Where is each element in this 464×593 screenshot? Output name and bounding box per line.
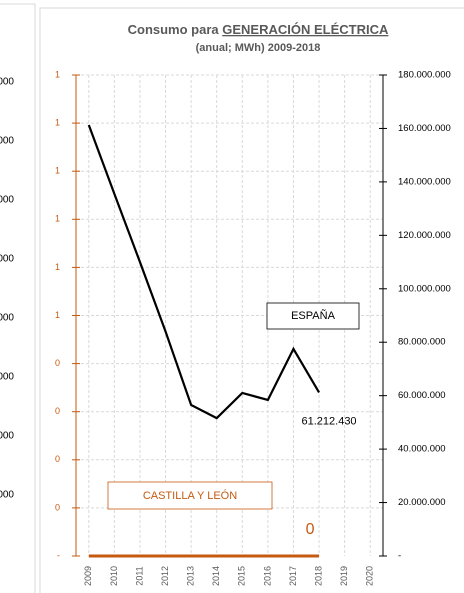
y-tick-label: 1 [55, 69, 60, 79]
x-tick-label: 2017 [288, 566, 298, 586]
y2-tick-label: 140.000.000 [398, 176, 451, 187]
y-tick-label: 1 [55, 262, 60, 272]
title-text: Consumo para [128, 22, 220, 37]
y2-tick-label: 100.000.000 [398, 283, 451, 294]
data-label: 61.212.430 [302, 415, 357, 427]
x-tick-label: 2018 [313, 566, 323, 586]
y2-tick-label: - [398, 551, 401, 562]
series-line [87, 124, 320, 420]
x-tick-label: 2020 [365, 566, 375, 586]
y-tick-label: 1 [55, 214, 60, 224]
y2-tick-label: 60.000.000 [398, 390, 446, 401]
y2-tick-label: 160.000.000 [398, 123, 451, 134]
left-panel-label: 000 [0, 313, 14, 324]
legend-box [266, 302, 360, 330]
x-tick-label: 2014 [211, 566, 221, 586]
x-tick-label: 2010 [109, 566, 119, 586]
y-tick-label: 1 [55, 117, 60, 127]
y2-tick-label: 20.000.000 [398, 497, 446, 508]
y2-tick-label: 120.000.000 [398, 230, 451, 241]
left-panel-label: 000 [0, 195, 14, 206]
x-tick-label: 2009 [83, 566, 93, 586]
x-tick-label: 2012 [160, 566, 170, 586]
left-panel-label: 000 [0, 490, 14, 501]
title-emphasis: GENERACIÓN ELÉCTRICA [222, 22, 389, 37]
y-tick-label: 1 [55, 310, 60, 320]
legend-label: CASTILLA Y LEÓN [143, 489, 237, 502]
y-tick-label: 0 [55, 358, 60, 368]
left-panel-label: 000 [0, 77, 14, 88]
y-tick-label: 0 [55, 406, 60, 416]
data-label: 0 [306, 521, 315, 538]
x-tick-label: 2013 [186, 566, 196, 586]
chart-title: Consumo para GENERACIÓN ELÉCTRICA [128, 22, 389, 37]
legend-label: ESPAÑA [291, 309, 335, 322]
x-tick-label: 2011 [134, 566, 144, 585]
y2-tick-label: 80.000.000 [398, 337, 446, 348]
y-tick-label: 0 [55, 502, 60, 512]
left-panel-label: 000 [0, 254, 14, 265]
x-tick-label: 2019 [339, 566, 349, 586]
y2-tick-label: 180.000.000 [398, 70, 451, 81]
y2-tick-label: 40.000.000 [398, 444, 446, 455]
left-panel-label: 000 [0, 431, 14, 442]
legend-box [107, 481, 273, 510]
y-tick-label: 0 [55, 454, 60, 464]
left-panel [0, 3, 36, 593]
chart-subtitle: (anual; MWh) 2009-2018 [196, 42, 321, 54]
left-panel-label: 000 [0, 136, 14, 147]
x-tick-label: 2015 [237, 566, 247, 586]
y-tick-label: - [57, 550, 60, 560]
left-panel-label: 000 [0, 372, 14, 383]
y-tick-label: 1 [55, 166, 60, 176]
x-tick-label: 2016 [262, 566, 272, 586]
